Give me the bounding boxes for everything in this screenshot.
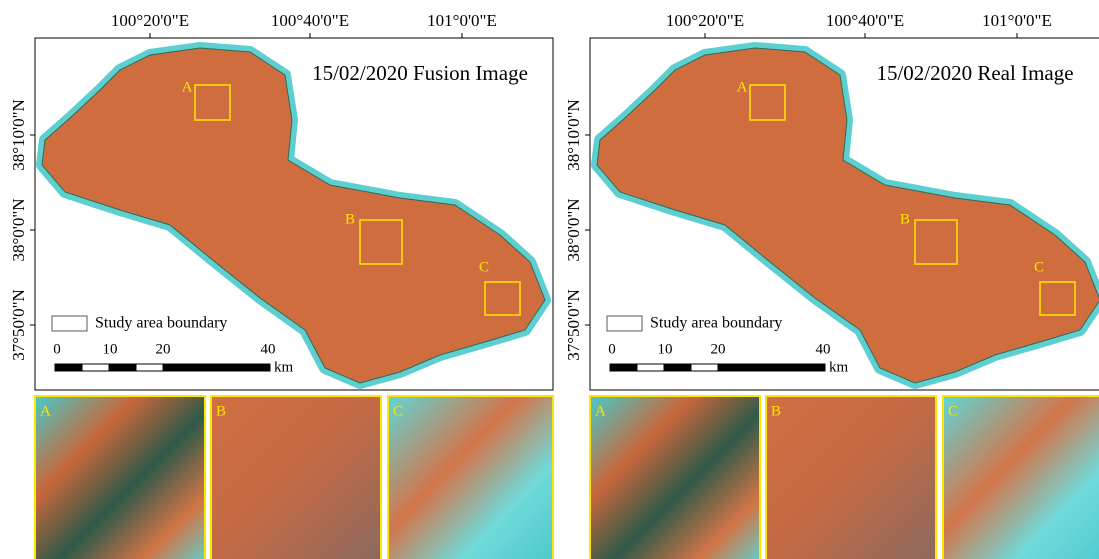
region-label: C — [479, 259, 489, 275]
inset-image — [211, 396, 381, 559]
scale-label: 20 — [711, 341, 726, 357]
inset-label: B — [216, 403, 226, 419]
scale-segment — [637, 364, 664, 371]
x-coordinate-label: 100°40'0"E — [826, 11, 904, 30]
map-panel: 100°20'0"E 100°40'0"E 101°0'0"E 38°10'0"N 38… — [9, 11, 553, 559]
scale-label: 10 — [103, 341, 118, 357]
x-coordinate-label: 101°0'0"E — [982, 11, 1052, 30]
y-coordinate-label: 38°0'0"N — [9, 198, 28, 261]
scale-label: 10 — [658, 341, 673, 357]
legend-swatch — [607, 316, 642, 331]
inset-label: C — [948, 403, 958, 419]
legend-label: Study area boundary — [95, 315, 227, 332]
scale-label: 40 — [816, 341, 831, 357]
x-coordinate-label: 101°0'0"E — [427, 11, 497, 30]
x-coordinate-label: 100°40'0"E — [271, 11, 349, 30]
inset-label: A — [595, 403, 606, 419]
map-title: 15/02/2020 Real Image — [876, 61, 1073, 85]
region-label: B — [345, 211, 355, 227]
scale-label: 20 — [156, 341, 171, 357]
legend-swatch — [52, 316, 87, 331]
region-label: B — [900, 211, 910, 227]
scale-segment — [718, 364, 825, 371]
scale-label: 0 — [53, 341, 61, 357]
scale-unit: km — [829, 359, 849, 375]
legend-label: Study area boundary — [650, 315, 782, 332]
region-label: A — [737, 79, 748, 95]
region-label: A — [182, 79, 193, 95]
y-coordinate-label: 38°10'0"N — [9, 99, 28, 171]
scale-segment — [136, 364, 163, 371]
scale-segment — [610, 364, 637, 371]
y-coordinate-label: 38°0'0"N — [564, 198, 583, 261]
inset-image — [35, 396, 205, 559]
map-title: 15/02/2020 Fusion Image — [312, 61, 528, 85]
inset-image — [943, 396, 1099, 559]
scale-segment — [55, 364, 82, 371]
y-coordinate-label: 37°50'0"N — [9, 289, 28, 361]
inset-image — [766, 396, 936, 559]
inset-label: B — [771, 403, 781, 419]
inset-image — [590, 396, 760, 559]
scale-label: 40 — [261, 341, 276, 357]
scale-unit: km — [274, 359, 294, 375]
scale-label: 0 — [608, 341, 616, 357]
y-coordinate-label: 37°50'0"N — [564, 289, 583, 361]
inset-label: A — [40, 403, 51, 419]
inset-label: C — [393, 403, 403, 419]
x-coordinate-label: 100°20'0"E — [111, 11, 189, 30]
scale-segment — [82, 364, 109, 371]
scale-segment — [163, 364, 270, 371]
inset-image — [388, 396, 553, 559]
figure: 100°20'0"E 100°40'0"E 101°0'0"E 38°10'0"N 38… — [0, 0, 1099, 559]
x-coordinate-label: 100°20'0"E — [666, 11, 744, 30]
map-panel: 100°20'0"E 100°40'0"E 101°0'0"E 38°10'0"N 38… — [564, 11, 1099, 559]
scale-segment — [664, 364, 691, 371]
region-label: C — [1034, 259, 1044, 275]
scale-segment — [691, 364, 718, 371]
y-coordinate-label: 38°10'0"N — [564, 99, 583, 171]
scale-segment — [109, 364, 136, 371]
